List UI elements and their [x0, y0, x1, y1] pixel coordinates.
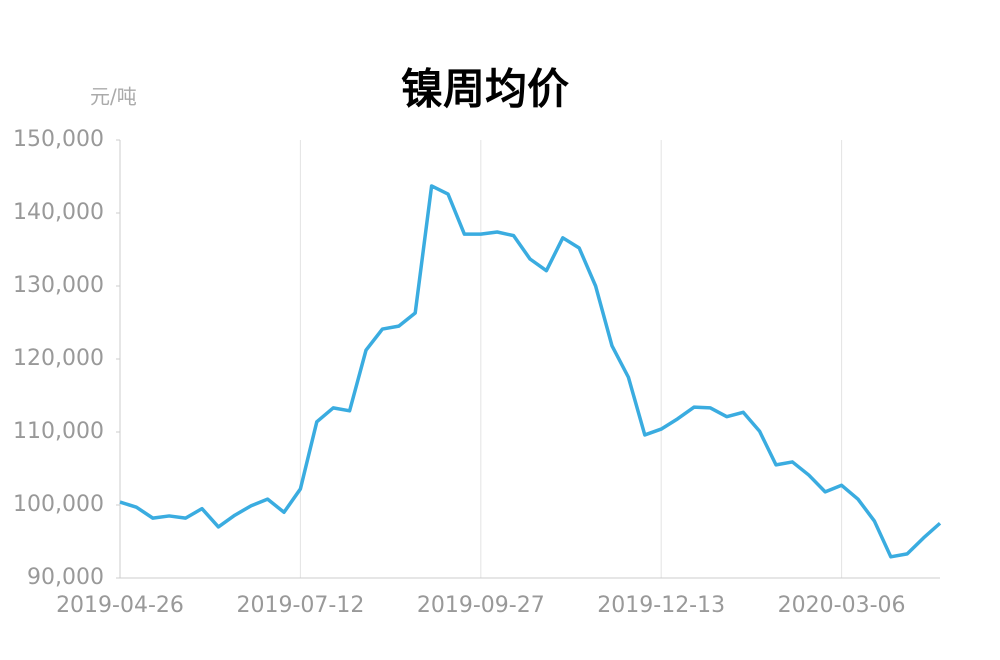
- x-tick-label: 2019-04-26: [56, 593, 184, 618]
- x-tick-label: 2019-09-27: [417, 593, 545, 618]
- y-tick-label: 100,000: [13, 492, 104, 517]
- y-tick-label: 140,000: [13, 200, 104, 225]
- y-tick-label: 130,000: [13, 273, 104, 298]
- y-tick-label: 120,000: [13, 346, 104, 371]
- data-line: [119, 184, 942, 559]
- y-unit: 元/吨: [90, 85, 137, 109]
- x-tick-label: 2019-07-12: [236, 593, 364, 618]
- y-tick-label: 90,000: [27, 565, 104, 590]
- y-tick-label: 150,000: [13, 127, 104, 152]
- chart-title: 镍周均价: [401, 65, 569, 114]
- y-tick-label: 110,000: [13, 419, 104, 444]
- x-tick-label: 2020-03-06: [778, 593, 906, 618]
- x-tick-label: 2019-12-13: [597, 593, 725, 618]
